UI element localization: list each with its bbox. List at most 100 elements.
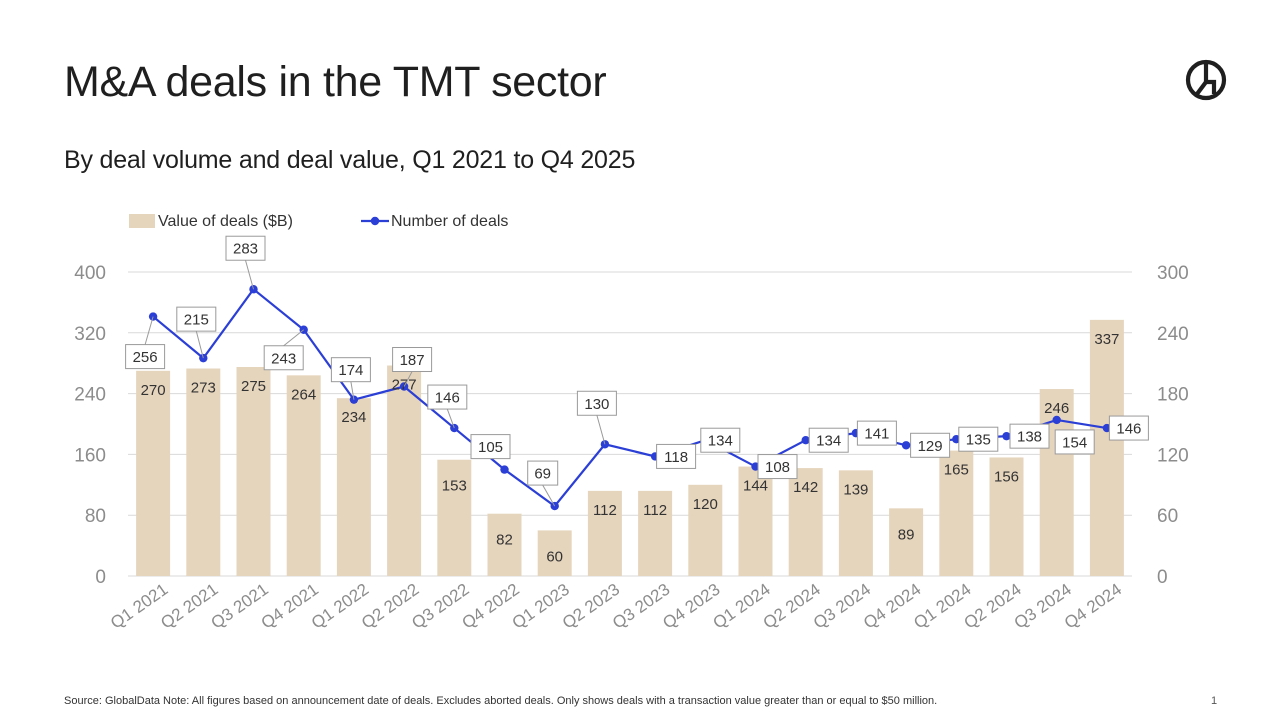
- callout-leader: [144, 316, 154, 345]
- right-axis-tick: 180: [1157, 385, 1189, 406]
- line-value-box: [1009, 423, 1050, 449]
- line-value-label: 283: [233, 241, 258, 258]
- bar-16: [889, 508, 924, 576]
- legend-line-label: Number of deals: [391, 213, 508, 230]
- left-axis-tick: 240: [74, 385, 106, 406]
- line-value-box: [176, 306, 217, 332]
- line-point-16: [901, 441, 911, 450]
- bar-value-label: 112: [643, 502, 667, 519]
- line-value-box: [427, 384, 468, 410]
- bar-value-label: 275: [241, 378, 266, 395]
- line-value-label: 134: [816, 433, 841, 450]
- bar-17: [939, 450, 974, 576]
- bar-7: [437, 459, 472, 576]
- bar-15: [838, 470, 873, 576]
- bar-20: [1089, 319, 1124, 576]
- bar-8: [487, 513, 522, 576]
- line-value-label: 138: [1017, 429, 1042, 446]
- legend-line-marker: [370, 216, 380, 226]
- page-title: M&A deals in the TMT sector: [64, 58, 607, 106]
- bar-value-label: 277: [392, 376, 417, 393]
- line-value-label: 118: [664, 449, 688, 466]
- bar-6: [387, 365, 422, 576]
- bar-value-label: 112: [593, 502, 617, 519]
- line-value-box: [856, 420, 897, 446]
- line-value-label: 256: [133, 349, 158, 366]
- left-axis-tick: 0: [95, 567, 106, 588]
- line-value-box: [392, 347, 433, 373]
- line-value-box: [1054, 429, 1095, 455]
- bar-value-label: 82: [496, 532, 513, 549]
- bar-value-label: 120: [693, 496, 718, 513]
- line-point-6: [399, 382, 409, 391]
- right-axis-tick: 240: [1157, 324, 1189, 345]
- left-axis-tick: 160: [74, 445, 106, 466]
- line-value-label: 135: [966, 432, 991, 449]
- line-point-8: [500, 465, 509, 474]
- bar-value-label: 270: [141, 382, 166, 399]
- line-point-18: [1002, 431, 1011, 441]
- bar-14: [788, 468, 823, 576]
- left-axis-tick: 400: [74, 263, 106, 284]
- bar-value-label: 153: [442, 478, 467, 495]
- bar-4: [286, 375, 321, 576]
- line-value-box: [1108, 415, 1149, 441]
- bar-value-label: 144: [743, 478, 768, 495]
- legend-bar-swatch: [129, 214, 155, 228]
- bar-1: [136, 370, 171, 576]
- line-value-box: [757, 454, 798, 480]
- globaldata-logo-icon: [1185, 59, 1227, 101]
- line-value-label: 154: [1062, 434, 1087, 451]
- line-value-box: [527, 460, 559, 486]
- bar-value-label: 89: [898, 526, 915, 543]
- line-value-label: 243: [271, 350, 296, 367]
- line-value-label: 146: [1116, 421, 1141, 438]
- bar-value-label: 139: [843, 481, 868, 498]
- line-value-box: [125, 344, 166, 370]
- callout-leader: [283, 329, 305, 347]
- bar-value-label: 273: [191, 380, 216, 397]
- page-number: 1: [1211, 695, 1218, 707]
- line-value-label: 187: [400, 352, 425, 369]
- footer-note: Source: GlobalData Note: All figures bas…: [64, 695, 938, 707]
- line-value-box: [910, 432, 951, 458]
- line-value-label: 130: [584, 396, 609, 413]
- line-value-label: 105: [478, 439, 503, 456]
- right-axis-tick: 300: [1157, 263, 1189, 284]
- line-value-box: [263, 345, 304, 371]
- line-value-box: [958, 426, 999, 452]
- callout-leader: [596, 415, 606, 445]
- bar-11: [638, 490, 673, 576]
- x-axis-label: Q4 2024: [1061, 580, 1125, 633]
- bar-5: [336, 398, 371, 576]
- right-axis-tick: 60: [1157, 506, 1178, 527]
- bar-18: [989, 457, 1024, 576]
- right-axis-tick: 120: [1157, 445, 1189, 466]
- line-value-label: 69: [534, 466, 551, 483]
- left-axis-tick: 80: [85, 506, 106, 527]
- bar-value-label: 234: [341, 409, 366, 426]
- line-value-label: 108: [765, 459, 790, 476]
- line-value-box: [656, 443, 697, 469]
- left-axis-tick: 320: [74, 324, 106, 345]
- bar-value-label: 60: [546, 548, 563, 565]
- bar-3: [236, 367, 271, 576]
- line-value-box: [330, 357, 371, 383]
- line-point-19: [1052, 415, 1061, 425]
- bar-value-label: 142: [793, 479, 818, 496]
- line-value-box: [576, 390, 617, 416]
- deals-chart: 0 80 160 240 320 400 0 60 120 180 240 300 270 273 275 2…: [74, 213, 1189, 633]
- callout-leader: [350, 381, 355, 400]
- bar-value-label: 337: [1094, 331, 1119, 348]
- bar-value-label: 264: [291, 386, 316, 403]
- callout-leader: [195, 331, 204, 359]
- line-value-box: [225, 235, 266, 261]
- line-value-box: [808, 427, 849, 453]
- bar-value-label: 165: [944, 462, 969, 479]
- callout-leader: [245, 260, 254, 290]
- line-value-label: 146: [435, 390, 460, 407]
- line-value-label: 215: [184, 312, 209, 329]
- right-axis-tick: 0: [1157, 567, 1168, 588]
- line-point-14: [801, 436, 810, 445]
- callout-leader: [446, 408, 455, 429]
